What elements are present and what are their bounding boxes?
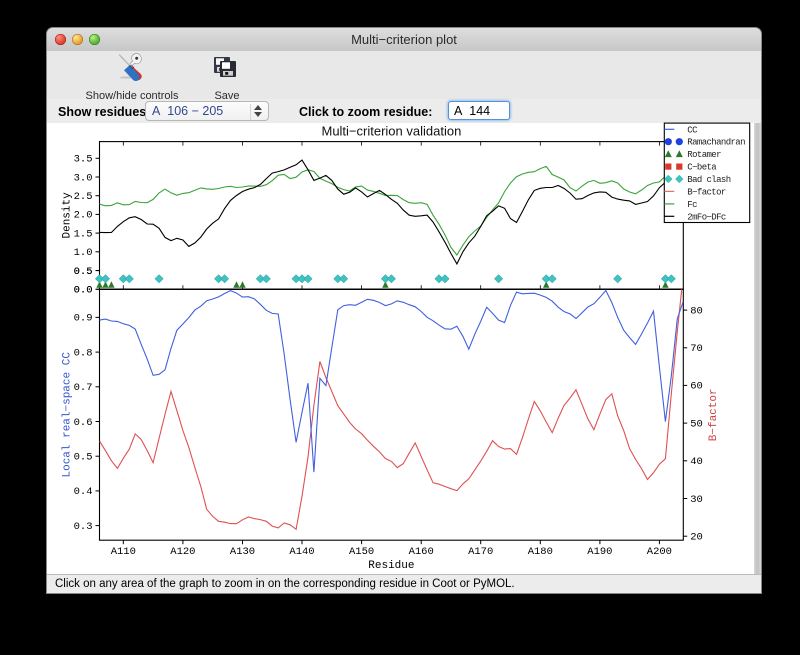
svg-text:70: 70: [690, 343, 703, 355]
svg-text:1.5: 1.5: [74, 228, 93, 240]
svg-text:Multi−criterion validation: Multi−criterion validation: [321, 124, 461, 139]
svg-text:A110: A110: [111, 546, 136, 558]
svg-text:0.5: 0.5: [74, 452, 93, 464]
svg-text:A170: A170: [468, 546, 493, 558]
svg-text:50: 50: [690, 418, 703, 430]
svg-text:A140: A140: [289, 546, 314, 558]
svg-text:A150: A150: [349, 546, 374, 558]
svg-text:B−factor: B−factor: [708, 388, 720, 441]
svg-text:40: 40: [690, 456, 703, 468]
svg-text:Fc: Fc: [687, 200, 697, 210]
svg-text:0.0: 0.0: [74, 285, 93, 297]
svg-text:B−factor: B−factor: [687, 187, 726, 197]
svg-text:1.0: 1.0: [74, 247, 93, 259]
svg-text:Ramachandran: Ramachandran: [687, 138, 745, 148]
svg-text:Rotamer: Rotamer: [687, 150, 721, 160]
svg-text:Local real−space CC: Local real−space CC: [62, 352, 74, 478]
svg-text:80: 80: [690, 305, 703, 317]
svg-text:0.3: 0.3: [74, 521, 93, 533]
svg-text:A200: A200: [647, 546, 672, 558]
svg-text:60: 60: [690, 381, 703, 393]
svg-text:2.5: 2.5: [74, 191, 93, 203]
svg-text:Residue: Residue: [368, 560, 414, 572]
svg-text:0.5: 0.5: [74, 266, 93, 278]
svg-text:30: 30: [690, 494, 703, 506]
svg-text:A120: A120: [170, 546, 195, 558]
svg-text:C−beta: C−beta: [687, 163, 717, 173]
svg-text:A130: A130: [230, 546, 255, 558]
svg-text:0.7: 0.7: [74, 382, 93, 394]
svg-text:3.5: 3.5: [74, 154, 93, 166]
svg-text:0.9: 0.9: [74, 313, 93, 325]
svg-text:3.0: 3.0: [74, 172, 93, 184]
svg-text:Density: Density: [62, 192, 74, 239]
svg-text:A180: A180: [528, 546, 553, 558]
svg-text:0.4: 0.4: [74, 486, 93, 498]
svg-text:Bad clash: Bad clash: [687, 175, 730, 185]
svg-text:0.8: 0.8: [74, 347, 93, 359]
svg-text:CC: CC: [687, 125, 698, 135]
svg-text:0.6: 0.6: [74, 417, 93, 429]
svg-text:A190: A190: [587, 546, 612, 558]
svg-text:A160: A160: [409, 546, 434, 558]
svg-text:2mFo−DFc: 2mFo−DFc: [687, 212, 726, 222]
svg-text:2.0: 2.0: [74, 210, 93, 222]
svg-text:20: 20: [690, 532, 703, 544]
